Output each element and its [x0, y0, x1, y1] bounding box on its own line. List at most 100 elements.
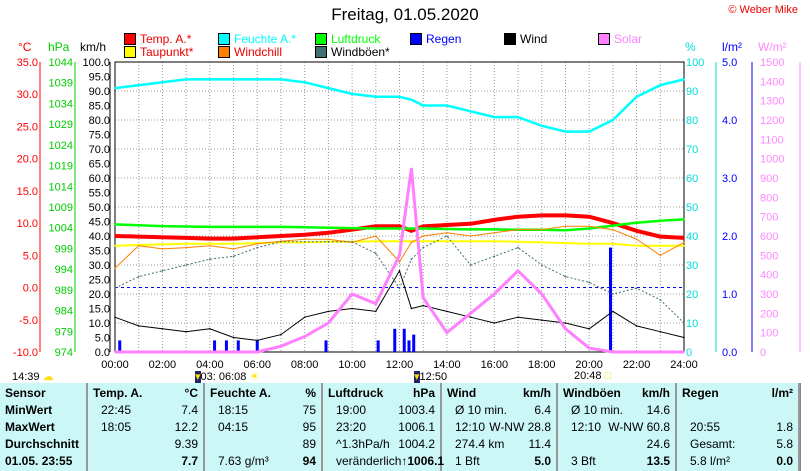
x-tick-label: 18:00 — [528, 359, 556, 371]
data-point — [659, 299, 662, 301]
legend-item: Taupunkt* — [124, 45, 193, 59]
tick-label-rain: 5.0 — [722, 57, 737, 69]
legend-item: Feuchte A.* — [218, 32, 296, 46]
column-header: Temp. A. °C — [93, 385, 198, 402]
tick-label-wind: 0.0 — [95, 347, 110, 359]
tick-label-hum: 50 — [686, 202, 698, 214]
data-point — [564, 275, 567, 278]
data-point — [517, 246, 519, 249]
data-point — [137, 325, 140, 327]
tick-label-solar: 800 — [760, 192, 778, 204]
data-point — [469, 316, 472, 319]
data-point — [517, 116, 519, 118]
data-point — [327, 226, 330, 229]
scrollbar[interactable] — [800, 383, 810, 471]
tick-label-wind: 45.0 — [89, 217, 110, 229]
data-point — [114, 235, 116, 237]
data-point — [351, 241, 353, 243]
stats-cell-row: 5.8 l/m² 0.0 — [682, 453, 793, 470]
data-point — [303, 226, 306, 229]
stats-cell-row: 23:20 1006.1 — [328, 419, 435, 436]
plot-frame — [114, 61, 685, 353]
tick-label-solar: 1300 — [760, 96, 784, 108]
x-tick-label: 12:00 — [386, 359, 414, 371]
legend-swatch — [315, 46, 327, 58]
data-point — [398, 96, 401, 98]
data-point — [351, 93, 353, 95]
stats-column: Windböen km/h Ø 10 min. 14.6 12:10 W-NW 60.8 2… — [558, 383, 677, 471]
tick-label-temp: 5.0 — [23, 250, 38, 262]
series-line-taupunkt — [114, 240, 684, 247]
data-point — [161, 236, 164, 239]
data-point — [374, 96, 377, 98]
data-point — [493, 240, 496, 242]
tick-label-wind: 65.0 — [89, 159, 110, 171]
data-point — [540, 319, 543, 321]
legend-swatch — [598, 33, 610, 45]
data-point — [469, 264, 472, 266]
data-point — [137, 84, 140, 86]
stats-cell-row: 18:05 12.2 — [93, 419, 198, 436]
stats-cell-row: 7.63 g/m³ 94 — [210, 453, 316, 470]
stats-value: 0.0 — [776, 454, 793, 468]
tick-label-wind: 30.0 — [89, 260, 110, 272]
stats-value: 24.6 — [646, 437, 670, 451]
tick-label-wind: 95.0 — [89, 72, 110, 84]
tick-label-press: 1004 — [49, 223, 73, 235]
column-title: Regen — [682, 386, 719, 400]
stats-table: Sensor MinWert MaxWert Durchschnitt 01.0… — [0, 383, 800, 471]
data-point — [683, 336, 685, 339]
stats-label: 20:55 — [690, 420, 721, 434]
tick-label-solar: 500 — [760, 250, 778, 262]
data-point — [398, 270, 401, 272]
data-point — [410, 307, 413, 310]
data-point — [209, 328, 211, 330]
data-point — [398, 227, 401, 230]
data-point — [659, 351, 662, 353]
tick-label-solar: 1100 — [760, 134, 784, 146]
data-point — [209, 242, 211, 245]
stats-cell-row: ^1.3hPa/h 1004.2 — [328, 436, 435, 453]
data-point — [137, 275, 140, 278]
data-point — [446, 224, 448, 226]
rain-bar — [255, 340, 259, 352]
series-line-windchill — [114, 225, 685, 269]
column-unit: km/h — [522, 386, 551, 400]
tick-label-temp: 25.0 — [17, 121, 38, 133]
data-point — [469, 222, 472, 225]
stats-label — [93, 453, 101, 470]
stats-value: 5.8 — [776, 437, 793, 451]
stats-cell-row: 12:10 W-NW 28.8 — [447, 419, 551, 436]
data-point — [256, 242, 259, 245]
data-point — [410, 240, 413, 242]
info-moon: ▾12:50 — [414, 370, 447, 383]
data-point — [398, 225, 401, 228]
data-point — [303, 241, 306, 243]
tick-label-temp: 15.0 — [17, 186, 38, 198]
data-point — [683, 78, 685, 81]
data-point — [209, 226, 211, 228]
data-point — [659, 219, 662, 222]
data-point — [209, 351, 211, 353]
column-unit: °C — [184, 386, 198, 400]
tick-label-press: 1014 — [49, 181, 73, 193]
data-point — [493, 293, 496, 295]
stats-cell-row: Gesamt: 5.8 — [682, 436, 793, 453]
data-point — [683, 244, 685, 247]
stats-column: Luftdruck hPa 19:00 1003.4 23:20 1006.1 ^1.3hP… — [323, 383, 444, 471]
data-point — [588, 130, 590, 133]
stats-value: 5.0 — [534, 454, 551, 468]
data-point — [683, 241, 685, 244]
tick-label-solar: 1500 — [760, 57, 784, 69]
legend-label: Taupunkt* — [140, 45, 194, 59]
tick-label-wind: 20.0 — [89, 289, 110, 301]
stats-label: 12:10 — [571, 420, 602, 434]
data-point — [280, 235, 282, 237]
data-point — [540, 241, 543, 244]
tick-label-wind: 75.0 — [89, 130, 110, 142]
axis-unit-solar: W/m² — [758, 40, 787, 54]
legend-swatch — [410, 33, 422, 45]
series-line-luftdruck — [114, 218, 685, 232]
x-tick-label: 14:00 — [433, 359, 461, 371]
stats-value: 6.4 — [534, 403, 551, 417]
